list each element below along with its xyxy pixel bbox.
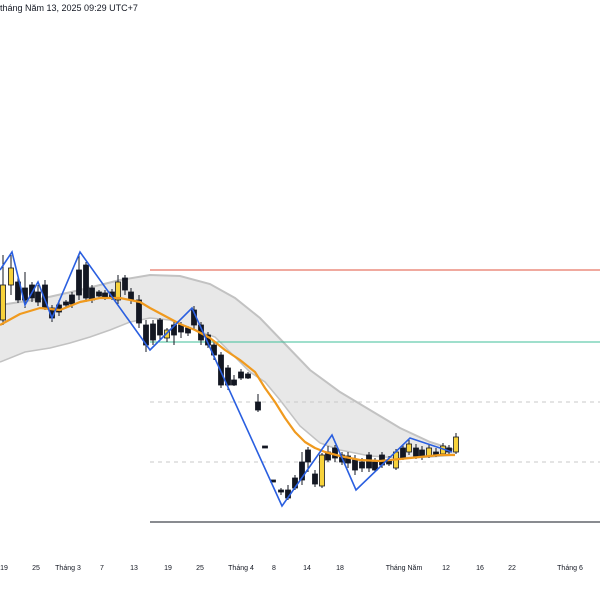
xaxis-tick-label: 12 <box>442 565 450 572</box>
xaxis-tick-label: 22 <box>508 565 516 572</box>
xaxis-tick-label: 19 <box>0 565 8 572</box>
candle-body <box>115 281 121 301</box>
candle-body <box>400 447 406 459</box>
candle-46 <box>312 470 318 487</box>
candle-13 <box>83 262 89 302</box>
candle-body <box>83 264 89 299</box>
candle-body <box>69 294 75 305</box>
candle-38 <box>255 394 261 412</box>
candle-body <box>299 461 305 481</box>
candle-18 <box>115 275 121 304</box>
candle-24 <box>157 318 163 340</box>
candle-body <box>345 455 351 464</box>
candle-body <box>262 445 268 449</box>
candle-body <box>319 454 325 487</box>
xaxis-tick-label: 25 <box>32 565 40 572</box>
candle-body <box>96 291 102 297</box>
candle-body <box>63 301 69 306</box>
cloud-fill <box>0 275 455 458</box>
candle-body <box>136 299 142 324</box>
candle-47 <box>319 453 325 488</box>
xaxis-tick-label: 16 <box>476 565 484 572</box>
candle-body <box>255 401 261 411</box>
candle-36 <box>238 369 244 380</box>
candle-23 <box>150 320 156 345</box>
candle-12 <box>76 255 82 300</box>
xaxis-tick-label: Tháng 4 <box>228 565 254 572</box>
candle-51 <box>345 452 351 468</box>
candle-body <box>150 323 156 341</box>
candle-35 <box>231 375 237 386</box>
chart-timestamp: tháng Năm 13, 2025 09:29 UTC+7 <box>0 3 138 13</box>
candle-body <box>352 459 358 471</box>
candle-body <box>238 371 244 379</box>
candle-41 <box>278 488 284 495</box>
candle-body <box>372 461 378 471</box>
candle-54 <box>366 452 372 472</box>
candle-6 <box>35 285 41 306</box>
candle-body <box>8 267 14 286</box>
candle-body <box>453 436 459 453</box>
candle-body <box>76 269 82 296</box>
candle-39 <box>262 445 268 449</box>
candle-body <box>305 449 311 463</box>
candle-body <box>359 461 365 469</box>
xaxis-tick-label: 14 <box>303 565 311 572</box>
candle-body <box>332 447 338 459</box>
band-cloud <box>0 273 456 459</box>
candle-body <box>15 281 21 301</box>
candle-body <box>426 447 432 457</box>
candle-60 <box>406 440 412 455</box>
candle-19 <box>122 275 128 295</box>
candle-21 <box>136 295 142 328</box>
candle-body <box>225 367 231 386</box>
candle-2 <box>8 255 14 295</box>
candle-44 <box>299 452 305 485</box>
zigzag-path <box>0 250 453 508</box>
candle-body <box>35 291 41 303</box>
candle-body <box>122 277 128 291</box>
zigzag-line <box>0 250 453 508</box>
xaxis-tick-label: 13 <box>130 565 138 572</box>
moving-average-path <box>0 296 455 463</box>
candle-body <box>245 373 251 379</box>
cloud-upper-edge <box>0 273 456 451</box>
xaxis-tick-label: Tháng Năm <box>386 565 423 572</box>
xaxis-tick-label: 8 <box>272 565 276 572</box>
xaxis-tick-label: 25 <box>196 565 204 572</box>
candle-body <box>312 473 318 485</box>
candle-body <box>413 447 419 457</box>
time-axis: 19 25 Tháng 3 7 13 19 25 Tháng 4 8 14 18 Tháng Năm 1… <box>0 565 583 572</box>
xaxis-tick-label: 19 <box>164 565 172 572</box>
candle-body <box>157 319 163 336</box>
candle-37 <box>245 372 251 379</box>
candle-body <box>406 443 412 453</box>
candle-body <box>278 489 284 493</box>
cloud-lower-edge <box>0 317 456 459</box>
candle-body <box>231 379 237 386</box>
candle-body <box>0 284 6 321</box>
moving-average-line <box>0 296 455 463</box>
candle-67 <box>453 433 459 454</box>
xaxis-tick-label: Tháng 6 <box>557 565 583 572</box>
xaxis-tick-label: 7 <box>100 565 104 572</box>
candle-3 <box>15 278 21 303</box>
xaxis-tick-label: Tháng 3 <box>55 565 81 572</box>
xaxis-tick-label: 18 <box>336 565 344 572</box>
